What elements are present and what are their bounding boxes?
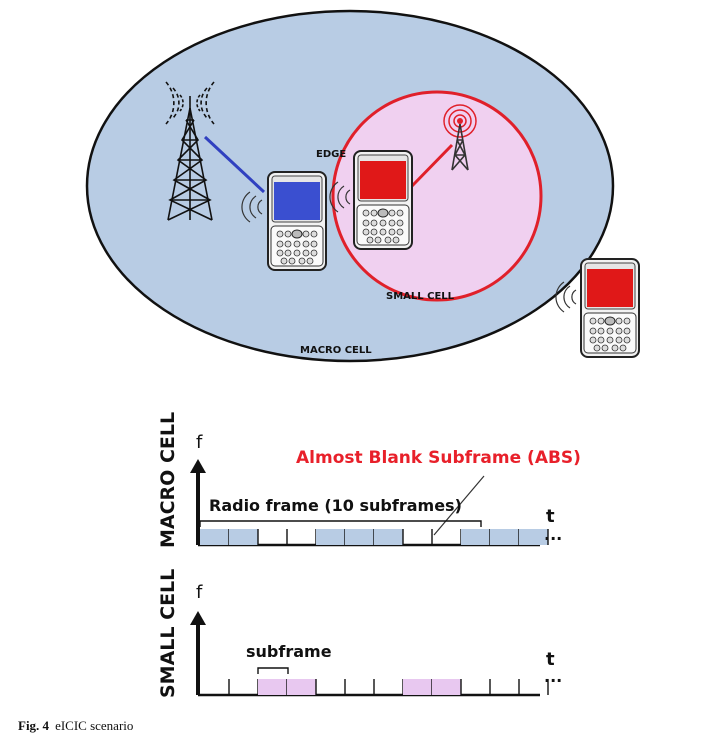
subframe-block — [490, 529, 519, 545]
abs-label: Almost Blank Subframe (ABS) — [296, 448, 581, 468]
macro-subframes — [200, 529, 549, 545]
outside-ue-phone-icon — [580, 258, 640, 358]
subframe-block — [316, 529, 345, 545]
subframe-block — [403, 679, 432, 695]
subframe-block — [432, 679, 461, 695]
subframe-label: subframe — [246, 642, 332, 661]
small-link — [410, 143, 454, 188]
small-tower-icon — [443, 104, 477, 171]
small-row-label: SMALL CELL — [157, 569, 179, 698]
figure-number: Fig. 4 — [18, 718, 50, 733]
figure-caption: Fig. 4 eICIC scenario — [18, 718, 133, 734]
small-f-arrow-icon — [190, 611, 206, 625]
scenario-diagram: EDGE SMALL CELL MACRO CELL — [85, 9, 640, 363]
macro-f-arrow-icon — [190, 459, 206, 473]
small-f-axis-label: f — [196, 582, 203, 603]
macro-ellipsis: ... — [544, 525, 562, 544]
subframe-block — [258, 679, 287, 695]
subframe-block — [229, 529, 258, 545]
macro-t-axis-label: t — [546, 506, 555, 527]
macro-timeline: MACRO CELL f t ... Almost Blank Subframe… — [157, 412, 581, 548]
macro-ue-phone-icon — [267, 171, 327, 271]
subframe-block — [200, 529, 229, 545]
small-subframes — [228, 679, 549, 695]
signal-waves-icon — [241, 181, 577, 313]
subframe-block — [345, 529, 374, 545]
small-t-axis-label: t — [546, 649, 555, 670]
small-timeline: SMALL CELL f t ... subframe — [157, 569, 562, 698]
subframe-bracket — [257, 667, 289, 674]
macro-row-label: MACRO CELL — [157, 412, 179, 548]
eicic-figure: EDGE SMALL CELL MACRO CELL MACRO CELL f … — [85, 9, 640, 698]
subframe-block — [461, 529, 490, 545]
edge-ue-phone-icon — [353, 150, 413, 250]
figure-caption-text: eICIC scenario — [55, 718, 134, 733]
small-ellipsis: ... — [544, 667, 562, 686]
small-cell-label: SMALL CELL — [386, 291, 455, 302]
subframe-block — [287, 679, 316, 695]
macro-tower-icon — [165, 81, 215, 221]
macro-f-axis-label: f — [196, 432, 203, 453]
macro-link — [203, 135, 266, 194]
macro-cell-label: MACRO CELL — [300, 345, 372, 356]
radio-frame-label: Radio frame (10 subframes) — [209, 496, 462, 515]
abs-pointer — [433, 475, 485, 536]
subframe-block — [519, 529, 548, 545]
radio-frame-bracket — [199, 520, 482, 527]
edge-label: EDGE — [316, 149, 346, 160]
subframe-block — [374, 529, 403, 545]
